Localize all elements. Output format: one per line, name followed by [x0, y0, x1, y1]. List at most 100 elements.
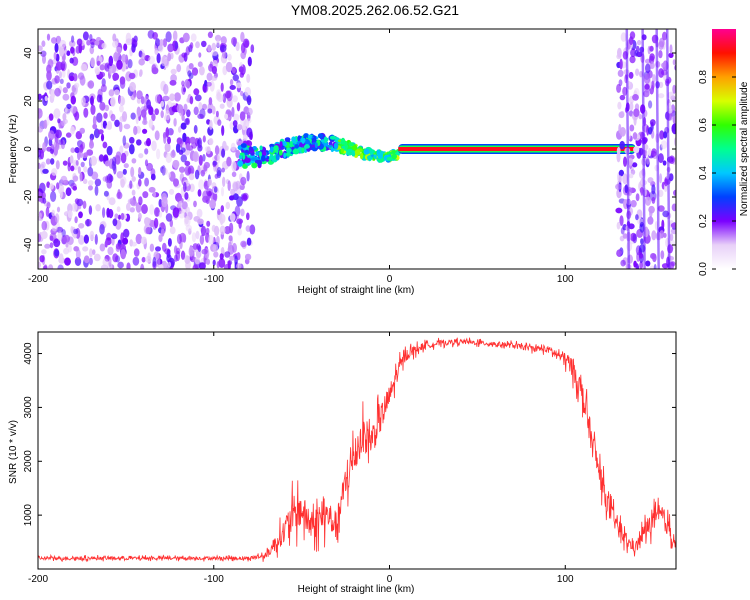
heatmap-cell	[205, 227, 210, 235]
heatmap-cell	[615, 183, 622, 190]
heatmap-cell	[206, 188, 213, 197]
heatmap-cell	[162, 38, 167, 48]
heatmap-cell	[93, 253, 101, 262]
heatmap-cell	[131, 43, 136, 53]
heatmap-cell	[69, 155, 74, 164]
heatmap-cell	[169, 93, 176, 102]
heatmap-cell	[301, 147, 305, 154]
heatmap-cell	[140, 109, 147, 118]
heatmap-cell	[657, 205, 665, 212]
heatmap-cell	[254, 159, 260, 164]
heatmap-cell	[56, 182, 60, 190]
heatmap-cell	[109, 64, 113, 76]
heatmap-cell	[151, 67, 159, 75]
heatmap-cell	[138, 212, 142, 220]
heatmap-cell	[99, 224, 105, 235]
heatmap-cell	[246, 95, 252, 106]
heatmap-cell	[149, 204, 155, 215]
heatmap-cell	[149, 243, 155, 252]
heatmap-cell	[619, 127, 626, 137]
heatmap-cell	[195, 41, 200, 49]
heatmap-cell	[172, 159, 180, 169]
heatmap-cell	[207, 31, 213, 39]
heatmap-cell	[53, 108, 61, 119]
heatmap-cell	[206, 81, 212, 87]
heatmap-cell	[672, 115, 676, 125]
heatmap-cell	[92, 115, 97, 127]
heatmap-cell	[193, 88, 200, 96]
heatmap-cell	[657, 93, 665, 99]
heatmap-cell	[78, 223, 85, 229]
heatmap-cell	[212, 259, 216, 266]
heatmap-cell	[658, 41, 664, 50]
heatmap-cell	[172, 30, 178, 42]
heatmap-cell	[217, 152, 221, 164]
heatmap-cell	[131, 189, 136, 196]
heatmap-cell	[246, 118, 252, 124]
snr-ylabel: SNR (10 * v/v)	[8, 420, 19, 484]
heatmap-cell	[191, 232, 197, 243]
heatmap-cell	[216, 235, 220, 246]
heatmap-cell	[107, 246, 114, 256]
heatmap-cell	[104, 240, 108, 248]
heatmap-cell	[176, 137, 183, 145]
xtick-label: 0	[387, 274, 393, 285]
heatmap-cell	[200, 225, 207, 237]
heatmap-cell	[145, 227, 152, 235]
heatmap-cell	[245, 225, 251, 232]
heatmap-cell	[118, 121, 123, 133]
heatmap-cell	[178, 210, 186, 219]
heatmap-cell	[633, 146, 640, 154]
heatmap-cell	[96, 60, 101, 66]
heatmap-cell	[60, 175, 68, 184]
heatmap-cell	[122, 168, 127, 175]
heatmap-streak	[641, 29, 646, 269]
heatmap-cell	[340, 148, 344, 154]
heatmap-cell	[142, 191, 149, 199]
heatmap-cell	[662, 210, 670, 218]
heatmap-cell	[199, 66, 205, 76]
heatmap-cell	[112, 40, 119, 48]
heatmap-cell	[231, 171, 237, 178]
heatmap-cell	[284, 137, 291, 143]
heatmap-cell	[203, 164, 208, 172]
heatmap-cell	[386, 156, 393, 161]
heatmap-cell	[117, 261, 124, 269]
heatmap-cell	[653, 263, 657, 269]
heatmap-cell	[251, 162, 258, 169]
heatmap-cell	[45, 158, 51, 165]
heatmap-cell	[62, 113, 67, 121]
heatmap-cell	[635, 214, 639, 221]
heatmap-cell	[78, 43, 83, 54]
heatmap-cell	[211, 66, 217, 74]
heatmap-cell	[208, 97, 213, 106]
heatmap-cell	[51, 209, 55, 217]
heatmap-cell	[225, 145, 229, 151]
colorbar-tick-label: 0.0	[698, 262, 709, 276]
heatmap-cell	[219, 103, 225, 109]
heatmap-cell	[351, 150, 356, 157]
heatmap-cell	[142, 128, 148, 134]
heatmap-cell	[189, 136, 196, 144]
heatmap-cell	[158, 211, 163, 218]
xtick-label: -100	[204, 274, 224, 285]
heatmap-cell	[303, 145, 310, 149]
heatmap-cell	[160, 228, 165, 237]
heatmap-cell	[618, 169, 625, 177]
heatmap-cell	[224, 113, 229, 120]
heatmap-cell	[148, 55, 156, 65]
heatmap-cell	[148, 186, 156, 193]
heatmap-cell	[90, 42, 95, 49]
heatmap-cell	[144, 148, 149, 155]
heatmap-cell	[150, 173, 156, 181]
heatmap-cell	[89, 46, 95, 55]
colorbar-tick-label: 0.4	[698, 166, 709, 180]
heatmap-cell	[113, 89, 120, 96]
heatmap-cell	[119, 95, 125, 107]
heatmap-cell	[80, 63, 88, 72]
heatmap-cell	[77, 166, 81, 174]
heatmap-cell	[633, 108, 640, 117]
heatmap-cell	[119, 176, 127, 186]
heatmap-cell	[620, 110, 625, 118]
heatmap-cell	[146, 162, 154, 172]
